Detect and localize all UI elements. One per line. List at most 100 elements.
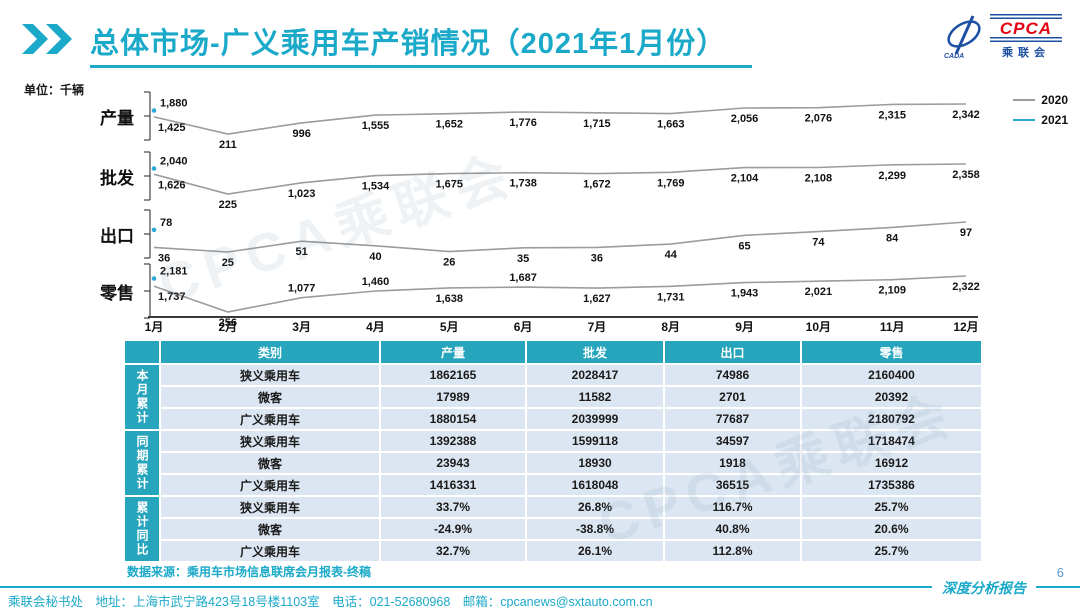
row-group-label-2: 累计同比 [125,497,159,561]
column-header-1: 类别 [161,341,379,363]
row-group-label-0: 本月累计 [125,365,159,429]
chart-legend: 2020 2021 [1013,90,1068,130]
value-label-2020-row0-m3: 1,555 [362,120,390,132]
value-label-2020-row1-m9: 2,108 [805,173,833,185]
chart-row-label-2: 出口 [100,227,134,246]
value-cell: 2028417 [527,365,663,385]
value-label-2020-row2-m1: 25 [222,257,234,269]
value-label-2020-row1-m0: 1,626 [158,179,186,191]
series-point-2021-row0 [151,108,157,113]
unit-label: 单位：千辆 [24,83,85,97]
value-cell: 32.7% [381,541,525,561]
series-point-2021-row3 [151,276,157,281]
month-label-10: 11月 [880,320,905,334]
series-line-2020-row0 [153,103,967,135]
value-cell: 26.1% [527,541,663,561]
value-label-2020-row2-m0: 36 [158,252,170,264]
month-label-11: 12月 [953,320,978,334]
legend-dash-2021 [1013,118,1036,122]
column-header-0 [125,341,159,363]
value-label-2020-row3-m8: 1,943 [731,288,759,300]
value-cell: 34597 [665,431,800,451]
column-header-4: 出口 [665,341,800,363]
page-number: 6 [1056,565,1064,580]
value-cell: 1416331 [381,475,525,495]
value-cell: 33.7% [381,497,525,517]
cpca-logo: CADA CPCA 乘联会 [942,14,1062,60]
value-label-2021-row1: 2,040 [160,156,188,168]
value-cell: 1392388 [381,431,525,451]
logo-stripes-bottom [990,37,1062,43]
legend-item-2021: 2021 [1013,110,1068,130]
value-label-2020-row0-m2: 996 [292,128,310,140]
value-label-2020-row0-m0: 1,425 [158,122,186,134]
category-cell: 狭义乘用车 [161,431,379,451]
value-cell: 11582 [527,387,663,407]
value-cell: 112.8% [665,541,800,561]
logo-stripes-top [990,14,1062,20]
value-label-2020-row2-m8: 65 [738,240,750,252]
value-cell: 1880154 [381,409,525,429]
footer-contact-info: 乘联会秘书处 地址：上海市武宁路423号18号楼1103室 电话：021-526… [8,595,653,608]
month-label-9: 10月 [806,320,831,334]
value-cell: 74986 [665,365,800,385]
chart-row-label-1: 批发 [100,169,134,188]
double-chevron-icon [22,24,72,54]
value-label-2020-row2-m3: 40 [369,251,381,263]
month-label-7: 8月 [661,320,680,334]
value-cell: 40.8% [665,519,800,539]
value-label-2020-row1-m5: 1,738 [509,178,537,190]
legend-dash-2020 [1013,98,1036,102]
value-label-2020-row2-m11: 97 [960,227,972,239]
value-cell: 2160400 [802,365,981,385]
value-cell: 1918 [665,453,800,473]
value-label-2020-row2-m9: 74 [812,237,825,249]
value-label-2020-row0-m1: 211 [219,139,237,151]
value-cell: -38.8% [527,519,663,539]
value-label-2020-row2-m6: 36 [591,252,603,264]
month-label-0: 1月 [145,320,164,334]
value-label-2020-row2-m10: 84 [886,232,899,244]
value-label-2020-row1-m8: 2,104 [731,173,759,185]
series-line-2020-row2 [153,221,967,253]
value-label-2020-row1-m11: 2,358 [952,169,980,181]
footer-separator-line [0,586,1080,588]
value-label-2021-row3: 2,181 [160,266,188,278]
cpca-swoosh-icon: CADA [942,14,986,60]
value-label-2020-row3-m6: 1,627 [583,293,611,305]
value-cell: 1735386 [802,475,981,495]
value-label-2020-row0-m5: 1,776 [509,117,537,129]
report-type-label: 深度分析报告 [932,578,1036,598]
value-label-2020-row3-m4: 1,638 [436,293,464,305]
chart-row-label-3: 零售 [100,284,134,303]
value-cell: -24.9% [381,519,525,539]
category-cell: 广义乘用车 [161,475,379,495]
data-source-note: 数据来源：乘用车市场信息联席会月报表-终稿 [127,565,371,579]
value-cell: 26.8% [527,497,663,517]
series-line-2020-row3 [153,275,967,313]
legend-item-2020: 2020 [1013,90,1068,110]
series-point-2021-row2 [151,227,157,233]
value-label-2020-row3-m1: 256 [219,317,237,329]
month-label-4: 5月 [440,320,459,334]
value-label-2020-row1-m7: 1,769 [657,177,685,189]
summary-table: 类别 产量 批发 出口 零售 本月累计 狭义乘用车 1862165 2028417 74986 21… [125,341,983,561]
value-cell: 2039999 [527,409,663,429]
series-line-2020-row1 [153,163,967,195]
series-point-2021-row1 [151,166,157,171]
value-label-2020-row0-m11: 2,342 [952,109,980,121]
value-cell: 1718474 [802,431,981,451]
value-label-2020-row1-m10: 2,299 [878,170,906,182]
category-cell: 广义乘用车 [161,409,379,429]
value-cell: 25.7% [802,541,981,561]
column-header-2: 产量 [381,341,525,363]
category-cell: 微客 [161,387,379,407]
production-sales-line-chart: 1,880 1,425 211 996 1,555 1,652 1,776 1,715 1,66… [144,91,980,334]
value-label-2020-row3-m3: 1,460 [362,276,390,288]
cpca-logo-box: CPCA 乘联会 [990,14,1062,60]
value-label-2020-row3-m11: 2,322 [952,281,980,293]
value-label-2020-row1-m1: 225 [219,199,237,211]
value-label-2021-row0: 1,880 [160,98,188,110]
category-cell: 微客 [161,453,379,473]
